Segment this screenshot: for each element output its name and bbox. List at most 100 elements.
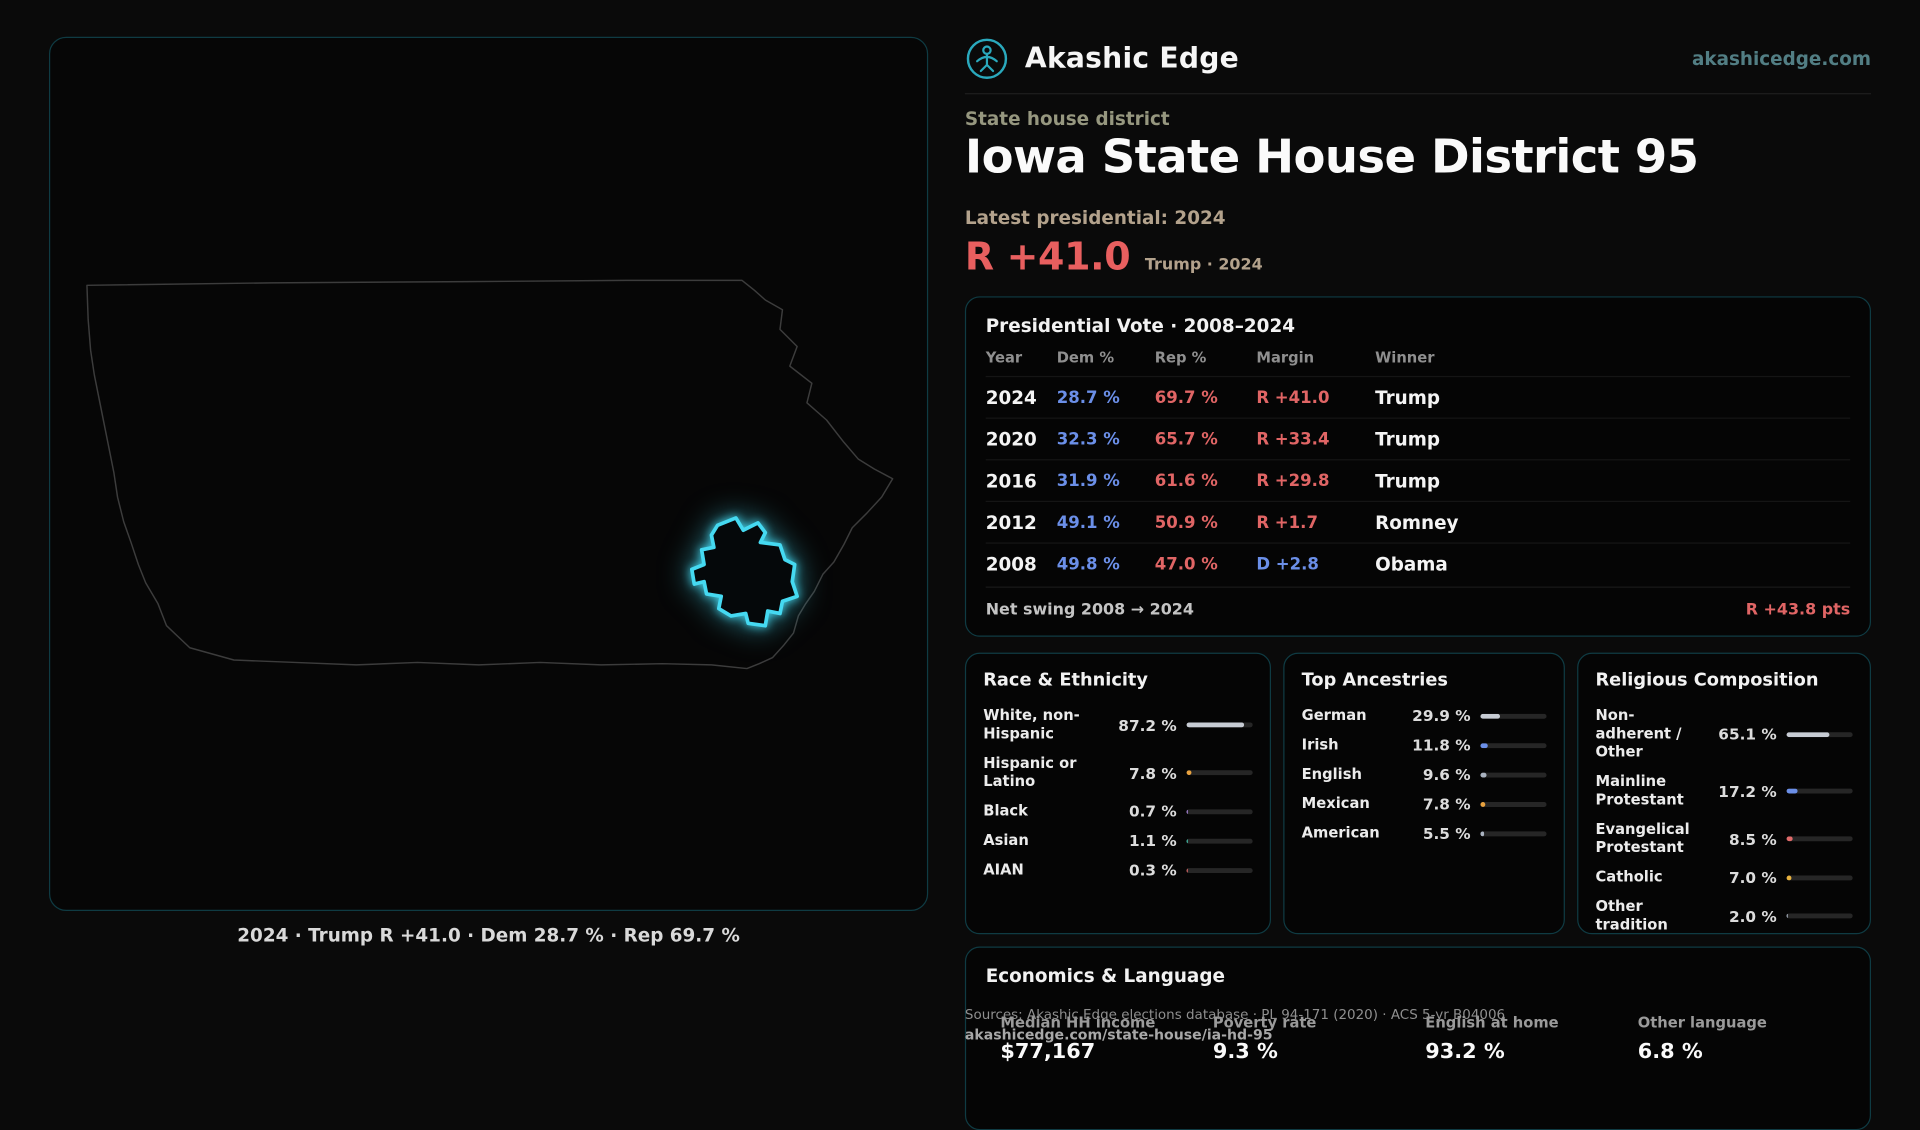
- ancestry-bar: [1480, 742, 1547, 748]
- vote-year: 2016: [985, 469, 1037, 492]
- economics-stats: Median HH income $77,167 Poverty rate 9.…: [986, 1014, 1850, 1064]
- ancestry-label: Irish: [1301, 735, 1339, 754]
- ancestry-value: 5.5 %: [1422, 824, 1471, 843]
- vote-row-2008: 2008 49.8 % 47.0 % D +2.8 Obama: [985, 542, 1851, 584]
- race-ethnicity-title: Race & Ethnicity: [983, 671, 1148, 691]
- top-ancestries-card: Top Ancestries German 29.9 % Irish 11.8 …: [1283, 652, 1565, 935]
- akashic-edge-logo-icon: [966, 38, 1008, 79]
- religion-row: Mainline Protestant 17.2 %: [1596, 773, 1853, 810]
- race-value: 87.2 %: [1118, 715, 1177, 735]
- col-year: Year: [985, 348, 1023, 367]
- race-row: White, non-Hispanic 87.2 %: [983, 706, 1253, 744]
- stat-label: Other language: [1637, 1013, 1767, 1032]
- vote-dem: 31.9 %: [1056, 470, 1120, 491]
- dashboard: 2024 · Trump R +41.0 · Dem 28.7 % · Rep …: [48, 36, 1872, 1130]
- vote-winner: Romney: [1375, 511, 1459, 534]
- religion-value: 7.0 %: [1728, 868, 1777, 887]
- vote-rep: 61.6 %: [1154, 470, 1218, 491]
- district-map-panel: [48, 36, 929, 912]
- vote-year: 2020: [985, 427, 1037, 450]
- net-swing-row: Net swing 2008 → 2024 R +43.8 pts: [985, 586, 1851, 620]
- stat-poverty-rate: Poverty rate 9.3 %: [1213, 1014, 1425, 1064]
- race-label: Asian: [983, 831, 1029, 849]
- religion-value: 2.0 %: [1728, 906, 1777, 926]
- permalink[interactable]: akashicedge.com/state-house/ia-hd-95: [964, 1026, 1273, 1044]
- religion-label: Mainline Protestant: [1595, 772, 1684, 809]
- religion-label: Catholic: [1595, 868, 1663, 886]
- brand-domain-link[interactable]: akashicedge.com: [1691, 47, 1872, 70]
- vote-year: 2012: [985, 511, 1037, 534]
- religion-row: Other tradition 2.0 %: [1596, 898, 1853, 935]
- vote-row-2016: 2016 31.9 % 61.6 % R +29.8 Trump: [985, 459, 1851, 501]
- page-title: Iowa State House District 95: [964, 129, 1699, 184]
- stat-value: 6.8 %: [1637, 1039, 1703, 1065]
- economics-language-title: Economics & Language: [985, 964, 1225, 987]
- stat-value: $77,167: [1000, 1039, 1096, 1065]
- religion-bar: [1786, 788, 1853, 794]
- religion-row: Evangelical Protestant 8.5 %: [1596, 820, 1853, 857]
- vote-row-2012: 2012 49.1 % 50.9 % R +1.7 Romney: [985, 500, 1851, 543]
- vote-year: 2024: [985, 386, 1037, 409]
- vote-table-header: Year Dem % Rep % Margin Winner: [986, 349, 1850, 376]
- district-shape[interactable]: [689, 516, 799, 628]
- race-bar: [1186, 838, 1253, 844]
- ancestry-row: German 29.9 %: [1302, 707, 1547, 725]
- stat-label: Median HH income: [1000, 1013, 1156, 1032]
- religious-composition-title: Religious Composition: [1595, 671, 1819, 691]
- ancestry-value: 11.8 %: [1412, 735, 1471, 755]
- ancestry-bar: [1480, 713, 1547, 719]
- net-swing-label: Net swing 2008 → 2024: [985, 601, 1194, 620]
- race-bar: [1186, 770, 1253, 776]
- vote-winner: Obama: [1375, 552, 1448, 575]
- vote-winner: Trump: [1375, 469, 1441, 492]
- vote-margin: R +1.7: [1256, 512, 1318, 533]
- vote-margin: R +33.4: [1256, 429, 1330, 449]
- vote-rep: 47.0 %: [1154, 554, 1218, 574]
- race-row: Asian 1.1 %: [983, 831, 1253, 850]
- vote-dem: 28.7 %: [1056, 387, 1120, 408]
- religion-label: Non-adherent / Other: [1595, 706, 1682, 761]
- religion-value: 65.1 %: [1718, 724, 1777, 744]
- ancestry-row: Irish 11.8 %: [1302, 736, 1547, 754]
- headline-margin: R +41.0 Trump · 2024: [965, 235, 1263, 279]
- headline-margin-context: Trump · 2024: [1144, 255, 1263, 275]
- headline-margin-value: R +41.0: [964, 235, 1131, 280]
- stat-median-income: Median HH income $77,167: [1000, 1014, 1212, 1064]
- race-value: 7.8 %: [1128, 763, 1177, 782]
- stat-english-at-home: English at home 93.2 %: [1425, 1014, 1637, 1064]
- sources-text: Sources: Akashic Edge elections database…: [964, 1006, 1506, 1023]
- district-type-kicker: State house district: [964, 107, 1170, 130]
- ancestry-value: 29.9 %: [1412, 706, 1471, 725]
- race-value: 0.7 %: [1128, 802, 1177, 821]
- religious-composition-card: Religious Composition Non-adherent / Oth…: [1577, 652, 1872, 935]
- brand-name: Akashic Edge: [1024, 42, 1240, 75]
- religion-value: 17.2 %: [1718, 781, 1777, 801]
- religion-bar: [1786, 731, 1853, 737]
- religion-row: Non-adherent / Other 65.1 %: [1596, 707, 1853, 762]
- stat-value: 9.3 %: [1212, 1039, 1278, 1065]
- iowa-outline: [86, 279, 894, 670]
- header-divider: [964, 93, 1872, 95]
- vote-margin: R +41.0: [1256, 387, 1330, 408]
- race-row: Hispanic or Latino 7.8 %: [983, 754, 1253, 791]
- vote-dem: 49.1 %: [1056, 512, 1120, 533]
- race-label: AIAN: [983, 860, 1024, 878]
- presidential-vote-card: Presidential Vote · 2008–2024 Year Dem %…: [964, 296, 1872, 637]
- vote-dem: 49.8 %: [1056, 554, 1120, 574]
- ancestry-label: Mexican: [1301, 794, 1370, 812]
- ancestry-bar: [1480, 772, 1547, 777]
- vote-winner: Trump: [1375, 386, 1441, 409]
- col-winner: Winner: [1375, 348, 1435, 367]
- race-label: White, non-Hispanic: [983, 706, 1080, 743]
- race-bar: [1186, 867, 1253, 873]
- iowa-map: [86, 279, 894, 670]
- ancestry-bar: [1480, 830, 1547, 836]
- vote-rep: 69.7 %: [1154, 387, 1218, 408]
- stat-value: 93.2 %: [1425, 1039, 1505, 1065]
- ancestry-row: Mexican 7.8 %: [1302, 795, 1547, 813]
- ancestry-bar: [1480, 801, 1547, 807]
- religion-bar: [1786, 836, 1853, 842]
- vote-dem: 32.3 %: [1056, 429, 1120, 449]
- race-row: Black 0.7 %: [983, 802, 1253, 821]
- religion-label: Other tradition: [1595, 897, 1668, 934]
